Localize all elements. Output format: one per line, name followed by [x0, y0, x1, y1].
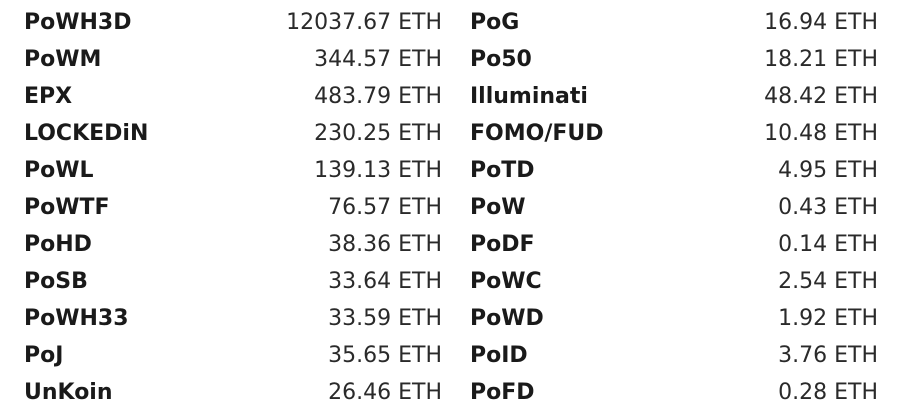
row-value: 483.79 ETH — [314, 84, 442, 109]
row-value: 33.64 ETH — [328, 269, 442, 294]
row-value: 35.65 ETH — [328, 343, 442, 368]
table-row: Illuminati 48.42 ETH — [470, 78, 878, 115]
table-row: PoDF 0.14 ETH — [470, 226, 878, 263]
table-row: PoWTF 76.57 ETH — [24, 189, 442, 226]
row-name: PoTD — [470, 158, 535, 183]
row-value: 344.57 ETH — [314, 47, 442, 72]
row-value: 38.36 ETH — [328, 232, 442, 257]
row-value: 3.76 ETH — [778, 343, 878, 368]
row-name: PoSB — [24, 269, 88, 294]
right-column: PoG 16.94 ETH Po50 18.21 ETH Illuminati 48.… — [470, 4, 878, 411]
row-value: 16.94 ETH — [764, 10, 878, 35]
row-value: 0.43 ETH — [778, 195, 878, 220]
row-name: PoFD — [470, 380, 535, 405]
table-row: PoHD 38.36 ETH — [24, 226, 442, 263]
table-row: PoWH3D 12037.67 ETH — [24, 4, 442, 41]
row-name: PoWH33 — [24, 306, 129, 331]
row-value: 48.42 ETH — [764, 84, 878, 109]
row-name: FOMO/FUD — [470, 121, 604, 146]
table-row: PoID 3.76 ETH — [470, 337, 878, 374]
table-row: PoJ 35.65 ETH — [24, 337, 442, 374]
row-name: PoDF — [470, 232, 535, 257]
table-row: PoWH33 33.59 ETH — [24, 300, 442, 337]
table-row: PoFD 0.28 ETH — [470, 374, 878, 411]
left-column: PoWH3D 12037.67 ETH PoWM 344.57 ETH EPX 483… — [24, 4, 442, 411]
table-row: Po50 18.21 ETH — [470, 41, 878, 78]
table-row: PoTD 4.95 ETH — [470, 152, 878, 189]
table-row: PoSB 33.64 ETH — [24, 263, 442, 300]
table-row: PoWC 2.54 ETH — [470, 263, 878, 300]
row-value: 18.21 ETH — [764, 47, 878, 72]
row-value: 76.57 ETH — [328, 195, 442, 220]
row-value: 12037.67 ETH — [286, 10, 442, 35]
row-value: 2.54 ETH — [778, 269, 878, 294]
row-value: 0.14 ETH — [778, 232, 878, 257]
table-row: PoW 0.43 ETH — [470, 189, 878, 226]
row-value: 139.13 ETH — [314, 158, 442, 183]
table-row: PoWM 344.57 ETH — [24, 41, 442, 78]
row-name: PoJ — [24, 343, 64, 368]
row-name: LOCKEDiN — [24, 121, 149, 146]
row-name: Illuminati — [470, 84, 588, 109]
row-value: 0.28 ETH — [778, 380, 878, 405]
table-row: PoWD 1.92 ETH — [470, 300, 878, 337]
table-row: FOMO/FUD 10.48 ETH — [470, 115, 878, 152]
row-value: 26.46 ETH — [328, 380, 442, 405]
table-row: LOCKEDiN 230.25 ETH — [24, 115, 442, 152]
row-value: 10.48 ETH — [764, 121, 878, 146]
table-row: EPX 483.79 ETH — [24, 78, 442, 115]
table-row: PoWL 139.13 ETH — [24, 152, 442, 189]
row-value: 230.25 ETH — [314, 121, 442, 146]
row-value: 33.59 ETH — [328, 306, 442, 331]
row-name: PoWH3D — [24, 10, 132, 35]
row-name: PoW — [470, 195, 526, 220]
row-name: UnKoin — [24, 380, 113, 405]
table-row: UnKoin 26.46 ETH — [24, 374, 442, 411]
row-name: PoWC — [470, 269, 542, 294]
row-name: EPX — [24, 84, 73, 109]
row-name: PoWD — [470, 306, 544, 331]
table-row: PoG 16.94 ETH — [470, 4, 878, 41]
row-name: Po50 — [470, 47, 532, 72]
row-name: PoID — [470, 343, 528, 368]
row-value: 1.92 ETH — [778, 306, 878, 331]
row-name: PoWM — [24, 47, 102, 72]
row-name: PoHD — [24, 232, 92, 257]
row-name: PoG — [470, 10, 520, 35]
row-value: 4.95 ETH — [778, 158, 878, 183]
row-name: PoWTF — [24, 195, 110, 220]
row-name: PoWL — [24, 158, 94, 183]
